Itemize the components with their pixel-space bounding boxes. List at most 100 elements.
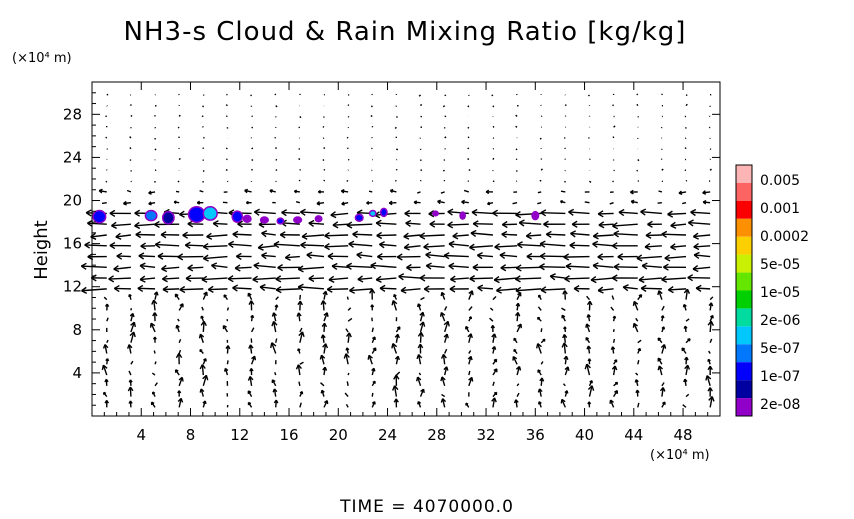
wind-arrow-head xyxy=(140,242,146,247)
wind-arrow-head xyxy=(586,363,591,369)
wind-arrow-head xyxy=(275,289,282,294)
wind-arrow xyxy=(347,372,350,376)
wind-arrow-head xyxy=(225,345,229,349)
wind-arrow xyxy=(709,296,714,301)
x-tick-label: 36 xyxy=(526,426,545,444)
wind-arrow xyxy=(609,202,614,205)
wind-arrow-head xyxy=(515,290,522,294)
wind-arrow-head xyxy=(545,230,552,235)
x-tick-label: 40 xyxy=(575,426,594,444)
wind-arrow xyxy=(376,277,397,281)
wind-arrow-head xyxy=(102,344,106,349)
wind-arrow xyxy=(645,245,662,248)
wind-arrow-head xyxy=(632,323,635,328)
wind-arrow-head xyxy=(452,232,458,237)
wind-arrow xyxy=(682,201,687,205)
wind-arrow-head xyxy=(277,267,284,272)
wind-arrow-head xyxy=(392,343,398,348)
wind-arrow-head xyxy=(611,242,618,247)
wind-arrow-head xyxy=(661,275,667,281)
wind-arrow-head xyxy=(611,274,618,279)
wind-arrow-head xyxy=(133,322,136,328)
wind-arrow-head xyxy=(403,243,410,249)
wind-arrow-head xyxy=(81,290,88,294)
wind-arrow-head xyxy=(349,286,355,292)
wind-arrow-head xyxy=(597,289,604,294)
wind-arrow-head xyxy=(657,365,661,371)
wind-arrow-head xyxy=(707,320,712,326)
wind-arrow-head xyxy=(487,203,491,206)
wind-arrow-head xyxy=(549,273,556,277)
wind-arrow-head xyxy=(632,301,635,306)
wind-arrow-head xyxy=(140,245,147,250)
wind-arrow-head xyxy=(199,364,204,370)
wind-arrow-head xyxy=(299,211,306,216)
wind-arrow xyxy=(468,350,472,354)
wind-arrow-head xyxy=(271,342,277,347)
wind-arrow-head xyxy=(564,390,568,394)
wind-arrow xyxy=(308,222,325,225)
wind-arrow-head xyxy=(346,221,353,226)
wind-arrow xyxy=(346,223,373,226)
wind-arrow-head xyxy=(201,278,208,283)
wind-arrow xyxy=(395,148,399,151)
wind-arrow xyxy=(128,344,132,354)
wind-arrow-head xyxy=(563,342,568,348)
wind-arrow-head xyxy=(202,374,207,380)
wind-arrow-head xyxy=(324,246,330,251)
wind-arrow-head xyxy=(609,400,612,404)
wind-arrow xyxy=(420,296,425,301)
wind-arrow xyxy=(398,275,421,279)
wind-arrow xyxy=(468,377,473,387)
wind-arrow-head xyxy=(134,209,141,214)
wind-arrow xyxy=(324,245,349,248)
wind-arrow-head xyxy=(203,291,208,295)
wind-arrow-head xyxy=(187,223,194,228)
wind-arrow xyxy=(162,288,180,291)
wind-arrow-head xyxy=(135,233,142,239)
colorbar-label: 5e-07 xyxy=(760,341,800,357)
wind-arrow-head xyxy=(472,266,479,271)
wind-arrow xyxy=(623,286,638,290)
wind-arrow-head xyxy=(244,189,248,194)
wind-arrow-head xyxy=(206,236,213,240)
wind-arrow-head xyxy=(563,253,570,258)
wind-arrow xyxy=(320,355,325,365)
wind-arrow-head xyxy=(447,221,453,226)
wind-arrow xyxy=(515,114,518,117)
chart-title: NH3-s Cloud & Rain Mixing Ratio [kg/kg] xyxy=(124,17,687,47)
wind-arrow-head xyxy=(419,321,424,326)
wind-arrow-head xyxy=(87,219,93,224)
wind-arrow-head xyxy=(515,211,521,216)
wind-arrow xyxy=(598,223,614,226)
wind-arrow-head xyxy=(246,202,249,205)
y-tick-label: 28 xyxy=(63,105,82,123)
colorbar-segment xyxy=(736,290,752,309)
wind-arrow-head xyxy=(153,291,158,296)
wind-arrow-head xyxy=(440,292,443,297)
wind-arrow xyxy=(515,125,518,128)
wind-arrow xyxy=(706,375,711,387)
wind-arrow xyxy=(516,383,520,387)
colorbar: 0.005 0.001 0.0002 5e-05 1e-05 2e-06 5e-07 1e-0… xyxy=(735,164,809,417)
wind-arrow-head xyxy=(113,284,120,290)
wind-arrow-head xyxy=(540,209,547,214)
x-tick-label: 24 xyxy=(378,426,397,444)
wind-arrow xyxy=(327,288,349,291)
wind-arrow-head xyxy=(178,352,183,359)
wind-arrow-head xyxy=(709,314,714,318)
wind-arrow-head xyxy=(693,235,699,240)
wind-arrow-head xyxy=(668,289,674,294)
colorbar-segment xyxy=(736,398,752,416)
wind-arrow-head xyxy=(389,189,393,194)
wind-arrow-head xyxy=(160,234,167,239)
wind-arrow xyxy=(570,232,590,236)
cloud-contour xyxy=(356,215,363,221)
cloud-contour xyxy=(261,217,268,223)
wind-arrow-head xyxy=(683,288,688,294)
y-tick-label: 4 xyxy=(72,364,82,382)
wind-arrow xyxy=(685,103,688,107)
wind-arrow-head xyxy=(613,266,620,271)
cloud-contour xyxy=(232,211,242,222)
wind-arrow-head xyxy=(678,192,683,196)
